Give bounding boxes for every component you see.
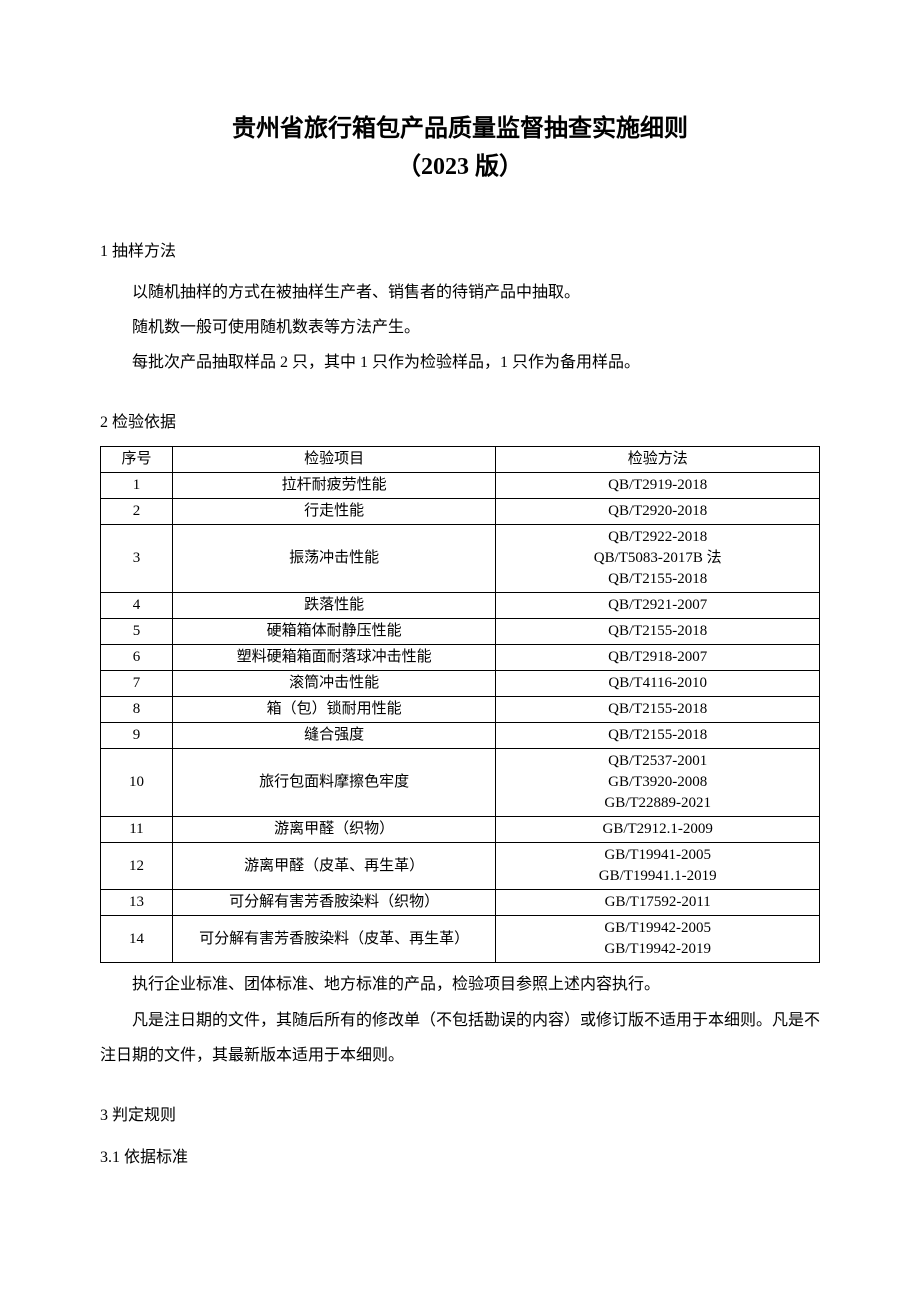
- cell-seq: 9: [101, 723, 173, 749]
- section-3: 3 判定规则 3.1 依据标准: [100, 1101, 820, 1167]
- cell-method: QB/T4116-2010: [496, 671, 820, 697]
- table-row: 5硬箱箱体耐静压性能QB/T2155-2018: [101, 619, 820, 645]
- cell-item: 塑料硬箱箱面耐落球冲击性能: [172, 645, 496, 671]
- table-row: 1拉杆耐疲劳性能QB/T2919-2018: [101, 473, 820, 499]
- cell-item: 振荡冲击性能: [172, 525, 496, 593]
- table-header-row: 序号 检验项目 检验方法: [101, 447, 820, 473]
- section-2-after1: 执行企业标准、团体标准、地方标准的产品，检验项目参照上述内容执行。: [100, 967, 820, 1002]
- cell-method: QB/T2537-2001GB/T3920-2008GB/T22889-2021: [496, 749, 820, 817]
- cell-method: QB/T2919-2018: [496, 473, 820, 499]
- cell-seq: 8: [101, 697, 173, 723]
- cell-method: QB/T2155-2018: [496, 619, 820, 645]
- cell-seq: 14: [101, 916, 173, 963]
- header-item: 检验项目: [172, 447, 496, 473]
- table-head: 序号 检验项目 检验方法: [101, 447, 820, 473]
- table-row: 3振荡冲击性能QB/T2922-2018QB/T5083-2017B 法QB/T…: [101, 525, 820, 593]
- cell-seq: 7: [101, 671, 173, 697]
- section-1: 1 抽样方法 以随机抽样的方式在被抽样生产者、销售者的待销产品中抽取。 随机数一…: [100, 237, 820, 381]
- section-2-after2b: 注日期的文件，其最新版本适用于本细则。: [100, 1038, 820, 1073]
- cell-seq: 10: [101, 749, 173, 817]
- table-body: 1拉杆耐疲劳性能QB/T2919-20182行走性能QB/T2920-20183…: [101, 473, 820, 963]
- cell-item: 硬箱箱体耐静压性能: [172, 619, 496, 645]
- cell-item: 游离甲醛（皮革、再生革）: [172, 843, 496, 890]
- section-1-p3: 每批次产品抽取样品 2 只，其中 1 只作为检验样品，1 只作为备用样品。: [100, 345, 820, 380]
- table-row: 10旅行包面料摩擦色牢度QB/T2537-2001GB/T3920-2008GB…: [101, 749, 820, 817]
- table-row: 7滚筒冲击性能QB/T4116-2010: [101, 671, 820, 697]
- table-row: 9缝合强度QB/T2155-2018: [101, 723, 820, 749]
- cell-item: 滚筒冲击性能: [172, 671, 496, 697]
- section-3-sub1: 3.1 依据标准: [100, 1143, 820, 1167]
- table-row: 4跌落性能QB/T2921-2007: [101, 593, 820, 619]
- section-2: 2 检验依据 序号 检验项目 检验方法 1拉杆耐疲劳性能QB/T2919-201…: [100, 408, 820, 1073]
- cell-seq: 2: [101, 499, 173, 525]
- header-seq: 序号: [101, 447, 173, 473]
- document-title-line1: 贵州省旅行箱包产品质量监督抽查实施细则: [100, 110, 820, 148]
- cell-seq: 13: [101, 890, 173, 916]
- cell-method: GB/T2912.1-2009: [496, 817, 820, 843]
- cell-method: QB/T2921-2007: [496, 593, 820, 619]
- table-row: 2行走性能QB/T2920-2018: [101, 499, 820, 525]
- section-1-heading: 1 抽样方法: [100, 237, 820, 261]
- cell-item: 可分解有害芳香胺染料（织物）: [172, 890, 496, 916]
- cell-method: GB/T19942-2005GB/T19942-2019: [496, 916, 820, 963]
- cell-seq: 11: [101, 817, 173, 843]
- cell-seq: 12: [101, 843, 173, 890]
- cell-method: QB/T2920-2018: [496, 499, 820, 525]
- section-2-heading: 2 检验依据: [100, 408, 820, 432]
- cell-seq: 1: [101, 473, 173, 499]
- cell-seq: 4: [101, 593, 173, 619]
- cell-method: GB/T19941-2005GB/T19941.1-2019: [496, 843, 820, 890]
- section-1-p2: 随机数一般可使用随机数表等方法产生。: [100, 310, 820, 345]
- cell-item: 拉杆耐疲劳性能: [172, 473, 496, 499]
- document-title-block: 贵州省旅行箱包产品质量监督抽查实施细则 （2023 版）: [100, 110, 820, 187]
- table-row: 13可分解有害芳香胺染料（织物）GB/T17592-2011: [101, 890, 820, 916]
- table-row: 8箱（包）锁耐用性能QB/T2155-2018: [101, 697, 820, 723]
- cell-seq: 6: [101, 645, 173, 671]
- cell-method: QB/T2155-2018: [496, 697, 820, 723]
- table-row: 6塑料硬箱箱面耐落球冲击性能QB/T2918-2007: [101, 645, 820, 671]
- table-row: 12游离甲醛（皮革、再生革）GB/T19941-2005GB/T19941.1-…: [101, 843, 820, 890]
- section-2-after2a: 凡是注日期的文件，其随后所有的修改单（不包括勘误的内容）或修订版不适用于本细则。…: [100, 1003, 820, 1038]
- cell-method: GB/T17592-2011: [496, 890, 820, 916]
- cell-seq: 3: [101, 525, 173, 593]
- cell-item: 行走性能: [172, 499, 496, 525]
- cell-method: QB/T2155-2018: [496, 723, 820, 749]
- section-3-heading: 3 判定规则: [100, 1101, 820, 1125]
- header-method: 检验方法: [496, 447, 820, 473]
- document-title-line2: （2023 版）: [100, 148, 820, 186]
- cell-item: 箱（包）锁耐用性能: [172, 697, 496, 723]
- cell-method: QB/T2918-2007: [496, 645, 820, 671]
- cell-item: 可分解有害芳香胺染料（皮革、再生革）: [172, 916, 496, 963]
- cell-seq: 5: [101, 619, 173, 645]
- cell-item: 旅行包面料摩擦色牢度: [172, 749, 496, 817]
- table-row: 11游离甲醛（织物）GB/T2912.1-2009: [101, 817, 820, 843]
- table-row: 14可分解有害芳香胺染料（皮革、再生革）GB/T19942-2005GB/T19…: [101, 916, 820, 963]
- inspection-table: 序号 检验项目 检验方法 1拉杆耐疲劳性能QB/T2919-20182行走性能Q…: [100, 446, 820, 963]
- cell-method: QB/T2922-2018QB/T5083-2017B 法QB/T2155-20…: [496, 525, 820, 593]
- section-1-p1: 以随机抽样的方式在被抽样生产者、销售者的待销产品中抽取。: [100, 275, 820, 310]
- cell-item: 缝合强度: [172, 723, 496, 749]
- section-2-after-table: 执行企业标准、团体标准、地方标准的产品，检验项目参照上述内容执行。 凡是注日期的…: [100, 967, 820, 1073]
- cell-item: 游离甲醛（织物）: [172, 817, 496, 843]
- cell-item: 跌落性能: [172, 593, 496, 619]
